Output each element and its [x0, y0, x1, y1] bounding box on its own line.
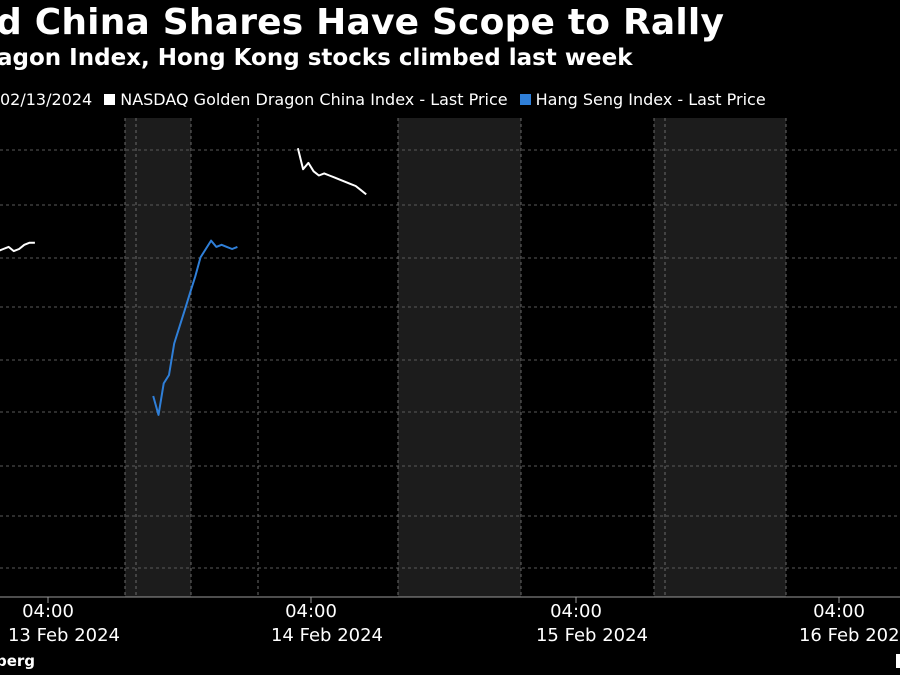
source-logo-icon	[896, 654, 900, 668]
x-tick-time-label: 04:00	[22, 601, 74, 622]
series-line-golden-dragon-3	[296, 147, 367, 196]
x-tick-date-label: 15 Feb 2024	[536, 625, 648, 646]
legend-item-hang-seng: Hang Seng Index - Last Price	[519, 90, 766, 109]
x-tick-date-label: 14 Feb 2024	[271, 625, 383, 646]
shade-band-1	[398, 118, 521, 597]
legend: 02/13/2024 NASDAQ Golden Dragon China In…	[0, 90, 778, 109]
chart-subtitle: agon Index, Hong Kong stocks climbed las…	[0, 45, 633, 71]
x-tick-time-label: 04:00	[285, 601, 337, 622]
legend-swatch-hang-seng	[519, 94, 531, 105]
legend-item-golden-dragon: NASDAQ Golden Dragon China Index - Last …	[104, 90, 508, 109]
x-tick-time-label: 04:00	[550, 601, 602, 622]
source-label: berg	[0, 652, 36, 670]
legend-date-label: 02/13/2024	[0, 90, 93, 109]
legend-label-hang-seng: Hang Seng Index - Last Price	[535, 90, 766, 109]
series-line-hang-seng-2	[152, 239, 238, 416]
shade-band-2	[654, 118, 786, 597]
legend-label-golden-dragon: NASDAQ Golden Dragon China Index - Last …	[120, 90, 508, 109]
legend-date: 02/13/2024	[0, 90, 92, 109]
shade-band-0	[125, 118, 191, 597]
chart-title: d China Shares Have Scope to Rally	[0, 2, 725, 43]
x-tick-time-label: 04:00	[813, 601, 865, 622]
legend-swatch-golden-dragon	[104, 94, 116, 105]
line-chart: 04:00 13 Feb 2024 04:00 14 Feb 2024 04:00 15 …	[0, 118, 900, 646]
x-tick-date-label: 13 Feb 2024	[8, 625, 120, 646]
series-line-golden-dragon-2	[0, 241, 35, 253]
x-tick-date-label: 16 Feb 2024	[799, 625, 900, 646]
